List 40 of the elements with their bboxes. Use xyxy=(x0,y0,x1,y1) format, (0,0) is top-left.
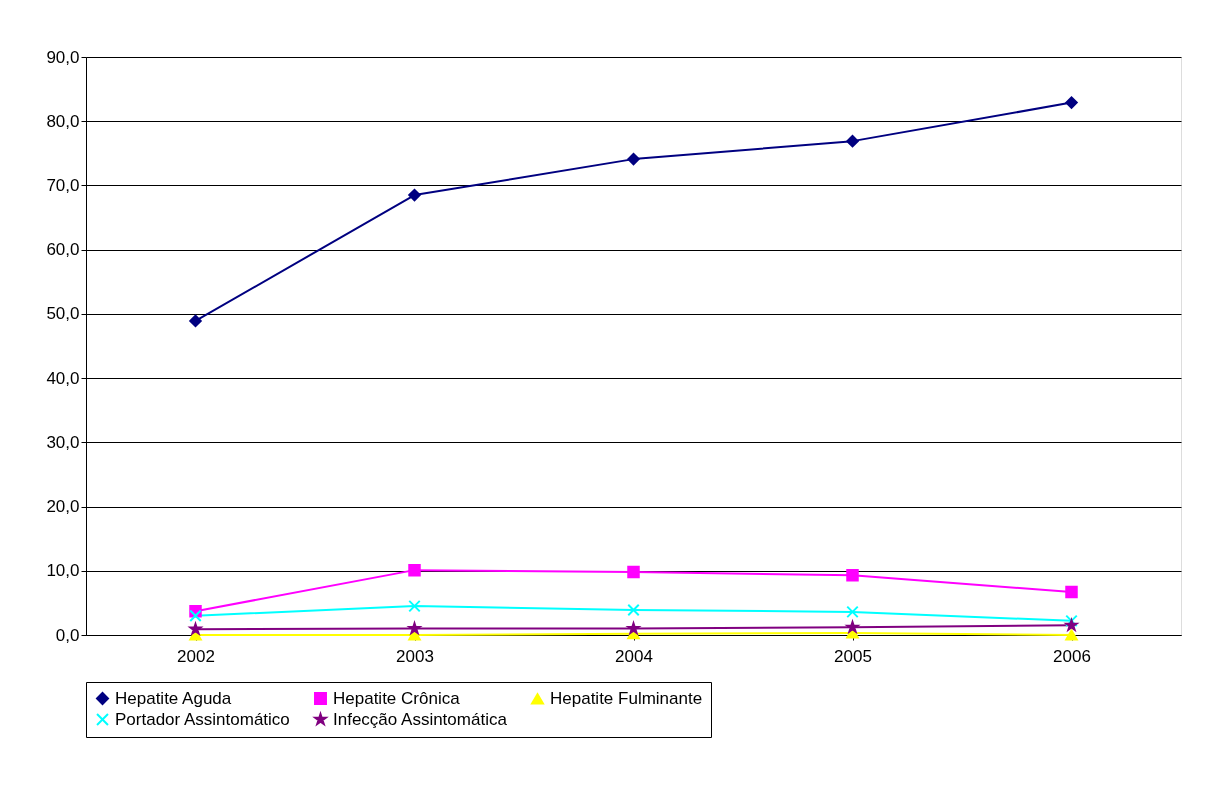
y-tick-label: 80,0 xyxy=(46,111,80,131)
x-tick-label: 2002 xyxy=(177,646,215,666)
legend-label: Portador Assintomático xyxy=(115,709,290,729)
point xyxy=(1065,614,1078,628)
legend-label: Hepatite Crônica xyxy=(333,688,461,708)
y-tick-label: 40,0 xyxy=(46,368,80,388)
point xyxy=(187,621,204,636)
point xyxy=(627,152,640,166)
point xyxy=(627,565,640,579)
y-tick-label: 60,0 xyxy=(46,240,80,260)
point xyxy=(1065,585,1078,599)
y-tick-label: 70,0 xyxy=(46,175,80,195)
point xyxy=(408,599,421,613)
y-tick-label: 20,0 xyxy=(46,497,80,517)
point xyxy=(846,569,859,582)
point xyxy=(625,620,642,636)
point xyxy=(406,620,423,636)
point xyxy=(189,609,202,622)
point xyxy=(1065,96,1078,109)
point xyxy=(1065,629,1078,641)
point xyxy=(844,619,861,635)
y-tick-label: 90,0 xyxy=(46,47,80,67)
y-tick-label: 0,0 xyxy=(55,625,80,645)
legend-label: Infecção Assintomática xyxy=(333,709,508,729)
legend-label: Hepatite Fulminante xyxy=(550,688,703,708)
x-tick-label: 2003 xyxy=(396,646,434,666)
point xyxy=(189,314,202,328)
y-tick-label: 50,0 xyxy=(46,304,80,324)
point xyxy=(627,603,640,617)
point xyxy=(846,134,859,148)
point xyxy=(408,188,421,202)
point xyxy=(408,563,421,577)
x-tick-label: 2006 xyxy=(1053,646,1091,666)
x-tick-label: 2004 xyxy=(615,646,653,666)
legend-label: Hepatite Aguda xyxy=(115,688,232,708)
x-tick-label: 2005 xyxy=(834,646,872,666)
y-tick-label: 30,0 xyxy=(46,432,80,452)
point xyxy=(846,605,859,619)
point xyxy=(1063,617,1080,633)
y-tick-label: 10,0 xyxy=(46,561,80,581)
